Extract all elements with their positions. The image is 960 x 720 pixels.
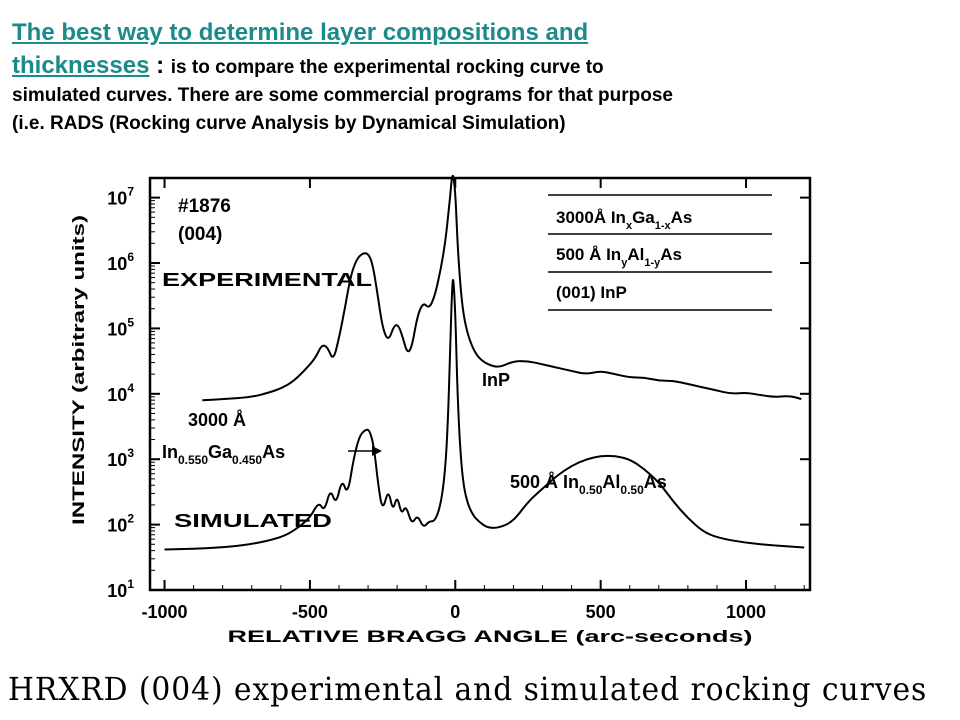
- table-row-1-d: 1-x: [655, 220, 672, 232]
- x-axis-label: RELATIVE BRAGG ANGLE (arc-seconds): [228, 627, 753, 646]
- table-row-1-e: As: [671, 208, 693, 227]
- intro-link-line1[interactable]: The best way to determine layer composit…: [12, 19, 589, 46]
- inalas-al: Al: [602, 472, 620, 492]
- inalas-y: 0.50: [579, 483, 603, 497]
- table-row-2-d: 1-y: [644, 257, 661, 269]
- y-axis-ticks: 101 102 103 104 105 106 107: [107, 185, 810, 601]
- inp-peak-label: InP: [482, 370, 510, 390]
- table-row-1-b: x: [626, 220, 633, 232]
- curve-experimental: [202, 174, 802, 402]
- ingaas-thickness-label: 3000 Å: [188, 410, 246, 430]
- table-row-2-a: 500 Å In: [556, 245, 621, 264]
- y-tick-label: 103: [107, 446, 134, 470]
- intro-text-2: simulated curves. There are some commerc…: [12, 85, 674, 106]
- intro-link-line2[interactable]: thicknesses: [12, 52, 150, 79]
- intro-text-1: is to compare the experimental rocking c…: [170, 57, 604, 78]
- figure-caption: HRXRD (004) experimental and simulated r…: [8, 670, 928, 708]
- ingaas-ga: Ga: [208, 442, 233, 462]
- ingaas-as: As: [262, 442, 285, 462]
- layer-stack-table: 3000Å InxGa1-xAs 500 Å InyAl1-yAs (001) …: [548, 194, 772, 311]
- table-row-1-c: Ga: [632, 208, 655, 227]
- table-row-1-a: 3000Å In: [556, 208, 626, 227]
- plot-frame: [148, 176, 812, 592]
- y-tick-label: 101: [107, 577, 134, 601]
- y-axis-label: INTENSITY (arbitrary units): [69, 215, 88, 525]
- ingaas-arrow-head: [372, 446, 382, 456]
- ingaas-1mx: 0.450: [232, 453, 262, 467]
- inalas-as: As: [644, 472, 667, 492]
- simulated-label: SIMULATED: [174, 511, 332, 531]
- ingaas-composition-label: In0.550Ga0.450As: [162, 442, 285, 467]
- y-tick-label: 102: [107, 512, 134, 536]
- table-row-1: 3000Å InxGa1-xAs: [556, 208, 692, 232]
- table-row-2: 500 Å InyAl1-yAs: [556, 245, 682, 269]
- experimental-label: EXPERIMENTAL: [162, 270, 372, 290]
- x-axis-ticks: -1000 -500 0 500 1000: [142, 178, 805, 622]
- x-tick-label: -1000: [142, 602, 188, 622]
- x-tick-label: -500: [292, 602, 328, 622]
- x-tick-label: 0: [450, 602, 460, 622]
- intro-text-3: (i.e. RADS (Rocking curve Analysis by Dy…: [12, 113, 566, 134]
- ingaas-in: In: [162, 442, 178, 462]
- inalas-composition-label: 500 Å In0.50Al0.50As: [510, 472, 667, 497]
- x-tick-label: 500: [586, 602, 616, 622]
- curve-simulated: [164, 279, 805, 551]
- y-tick-label: 107: [107, 185, 134, 209]
- table-row-2-c: Al: [627, 245, 644, 264]
- table-row-2-b: y: [621, 257, 628, 269]
- y-tick-label: 105: [107, 315, 134, 339]
- x-tick-label: 1000: [726, 602, 766, 622]
- ingaas-x: 0.550: [178, 453, 208, 467]
- inalas-1my: 0.50: [620, 483, 644, 497]
- curves-group: [164, 174, 805, 551]
- table-row-2-e: As: [660, 245, 682, 264]
- table-row-3: (001) InP: [556, 283, 627, 302]
- y-tick-label: 104: [107, 381, 134, 405]
- intro-text: The best way to determine layer composit…: [12, 14, 952, 138]
- sample-label: #1876: [178, 196, 231, 217]
- reflection-label: (004): [178, 224, 222, 245]
- y-tick-label: 106: [107, 250, 134, 274]
- intro-colon: :: [149, 52, 171, 79]
- inalas-prefix: 500 Å In: [510, 472, 579, 492]
